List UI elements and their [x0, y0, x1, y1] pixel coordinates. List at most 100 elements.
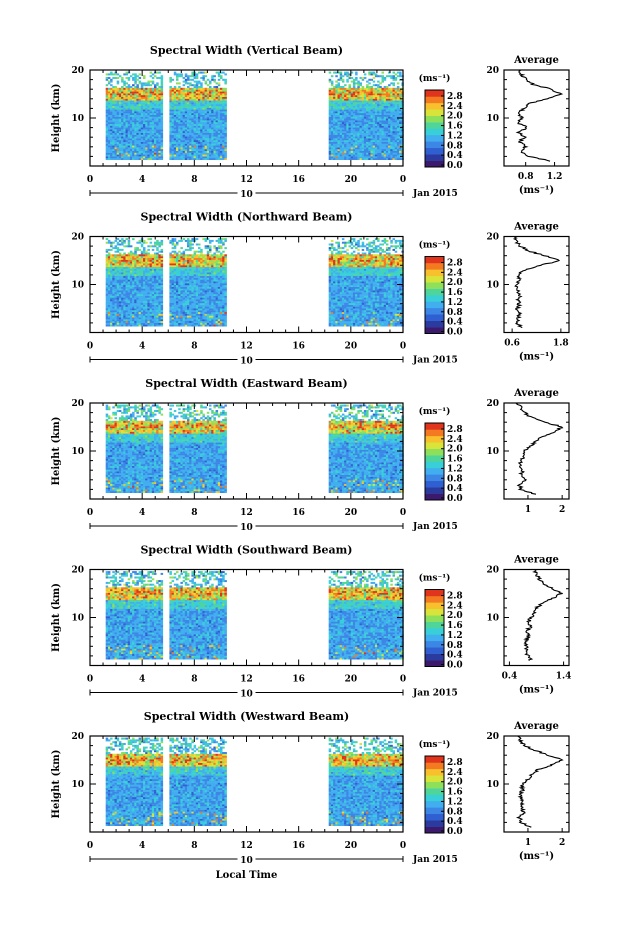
heatmap-cell [224, 104, 227, 106]
heatmap-cell [328, 122, 332, 124]
heatmap-cell [359, 131, 362, 133]
heatmap-cell [394, 143, 398, 146]
heatmap-cell [328, 113, 332, 115]
heatmap-cell [176, 109, 179, 112]
heatmap-cell [138, 141, 142, 144]
heatmap-cell [355, 129, 358, 132]
heatmap-cell [346, 141, 349, 144]
heatmap-cell [140, 116, 144, 119]
heatmap-cell [379, 143, 382, 146]
heatmap-cell [182, 297, 186, 300]
heatmap-cell [132, 295, 135, 298]
heatmap-cell [105, 140, 109, 142]
heatmap-cell [112, 313, 115, 316]
heatmap-cell [363, 129, 367, 132]
heatmap-cell [169, 320, 172, 323]
heatmap-cell [220, 304, 223, 307]
heatmap-cell [143, 102, 146, 105]
heatmap-cell [335, 104, 338, 106]
heatmap-cell [202, 302, 205, 305]
heatmap-cell [132, 111, 135, 114]
heatmap-cell [193, 122, 197, 124]
heatmap-cell [171, 145, 175, 148]
heatmap-cell [330, 129, 334, 132]
heatmap-cell [182, 77, 186, 79]
heatmap-cell [211, 113, 214, 115]
heatmap-cell [121, 111, 124, 114]
heatmap-cell [156, 87, 159, 90]
heatmap-cell [224, 91, 227, 94]
heatmap-cell [206, 299, 210, 302]
heatmap-cell [143, 319, 146, 322]
heatmap-cell [105, 313, 109, 316]
heatmap-cell [160, 93, 164, 96]
heatmap-cell [385, 114, 389, 117]
heatmap-cell [193, 308, 197, 311]
heatmap-cell [381, 129, 384, 132]
heatmap-cell [173, 91, 177, 94]
heatmap-cell [151, 158, 155, 160]
heatmap-cell [368, 102, 371, 105]
heatmap-cell [337, 143, 340, 146]
heatmap-cell [156, 77, 159, 79]
heatmap-cell [206, 315, 210, 318]
heatmap-cell [385, 100, 389, 103]
heatmap-cell [187, 141, 190, 144]
heatmap-cell [140, 136, 144, 139]
heatmap-cell [200, 308, 203, 311]
heatmap-cell [337, 96, 340, 99]
heatmap-cell [209, 299, 212, 302]
heatmap-cell [116, 297, 120, 300]
heatmap-cell [147, 122, 150, 124]
heatmap-cell [121, 308, 124, 311]
heatmap-cell [350, 95, 354, 97]
heatmap-cell [180, 308, 183, 311]
heatmap-cell [184, 317, 188, 320]
heatmap-cell [125, 293, 128, 296]
heatmap-cell [107, 113, 111, 115]
heatmap-cell [220, 89, 223, 92]
heatmap-cell [169, 322, 172, 325]
heatmap-cell [222, 317, 225, 320]
heatmap-cell [202, 297, 205, 300]
heatmap-cell [114, 301, 117, 304]
heatmap-cell [105, 320, 109, 323]
heatmap-cell [140, 132, 144, 135]
heatmap-cell [370, 100, 373, 103]
heatmap-cell [156, 306, 159, 309]
heatmap-cell [337, 109, 340, 112]
heatmap-cell [138, 308, 142, 311]
heatmap-cell [112, 91, 115, 94]
heatmap-cell [110, 138, 113, 141]
heatmap-cell [118, 317, 122, 320]
heatmap-cell [125, 86, 128, 88]
heatmap-cell [182, 301, 186, 304]
heatmap-cell [160, 313, 164, 316]
heatmap-cell [211, 143, 214, 146]
heatmap-cell [189, 82, 192, 85]
heatmap-cell [160, 82, 164, 85]
heatmap-cell [147, 109, 150, 112]
heatmap-cell [215, 111, 219, 114]
heatmap-cell [211, 87, 214, 90]
heatmap-cell [204, 75, 208, 78]
heatmap-cell [145, 95, 148, 97]
heatmap-cell [178, 150, 181, 153]
heatmap-cell [224, 118, 227, 121]
heatmap-cell [348, 104, 351, 106]
heatmap-cell [149, 324, 153, 327]
heatmap-cell [158, 156, 161, 159]
heatmap-cell [209, 317, 212, 320]
heatmap-cell [132, 89, 135, 92]
heatmap-cell [222, 145, 225, 148]
heatmap-cell [110, 129, 113, 132]
heatmap-cell [209, 102, 212, 105]
heatmap-cell [189, 141, 192, 144]
heatmap-cell [359, 152, 362, 155]
heatmap-cell [195, 86, 199, 88]
heatmap-cell [195, 113, 199, 115]
heatmap-cell [206, 95, 210, 97]
heatmap-cell [337, 123, 340, 126]
heatmap-cell [344, 150, 347, 153]
heatmap-cell [147, 134, 150, 137]
